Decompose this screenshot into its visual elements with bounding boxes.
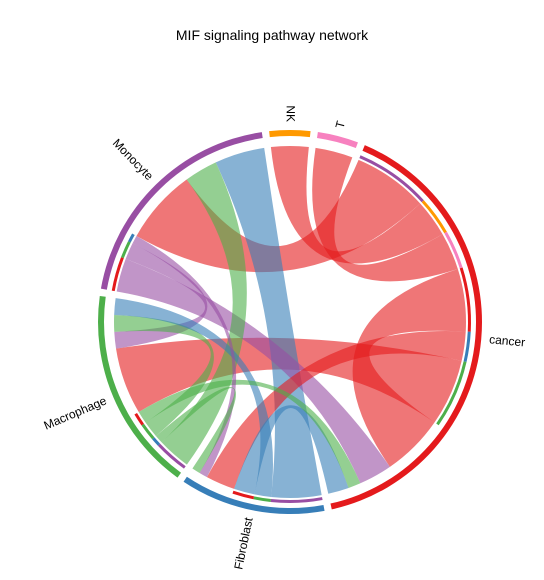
group-arc-nk <box>269 130 311 138</box>
chord-link-cancer-to-macrophage <box>116 337 462 423</box>
chord-link-monocyte-to-cancer <box>116 258 390 484</box>
inner-bar-cancer-to-nk <box>421 200 447 234</box>
inner-bar-macrophage-to-monocyte <box>157 443 186 469</box>
inner-bar-macrophage-to-macrophage <box>141 423 155 440</box>
group-label-monocyte: Monocyte <box>110 136 157 183</box>
inner-bar-cancer-to-fibroblast <box>463 331 471 362</box>
chart-title: MIF signaling pathway network <box>175 27 369 43</box>
chord-link-macrophage-to-cancer <box>138 379 361 488</box>
group-arcs <box>97 130 483 514</box>
group-arc-fibroblast <box>183 476 325 514</box>
inner-bar-macrophage-to-fibroblast <box>152 437 161 446</box>
inner-bar-monocyte-to-fibroblast <box>128 233 135 243</box>
chord-link-macrophage-to-macrophage <box>114 314 214 436</box>
chord-link-cancer-to-t <box>312 147 458 282</box>
inner-bar-monocyte-to-cancer <box>111 257 124 292</box>
inner-bar-monocyte-to-macrophage <box>121 241 131 259</box>
chord-link-cancer-to-cancer <box>352 269 466 467</box>
group-arc-t <box>317 132 358 149</box>
group-label-nk: NK <box>284 105 298 122</box>
inner-bar-fibroblast-to-monocyte <box>270 497 323 503</box>
chord-link-macrophage-to-fibroblast <box>155 386 236 473</box>
inner-bar-cancer-to-t <box>444 231 463 269</box>
inner-bar-cancer-to-macrophage <box>436 361 467 426</box>
inner-bar-macrophage-to-cancer <box>134 412 144 426</box>
group-label-macrophage: Macrophage <box>42 393 109 432</box>
chord-link-fibroblast-to-monocyte <box>215 147 322 498</box>
inner-bar-cancer-to-cancer <box>459 267 471 332</box>
group-label-cancer: cancer <box>489 332 526 349</box>
chord-link-cancer-to-nk <box>270 146 443 264</box>
inner-bar-fibroblast-to-cancer <box>232 490 255 500</box>
inner-target-ring <box>111 155 471 503</box>
group-label-t: T <box>333 119 349 130</box>
group-arc-macrophage <box>97 295 182 478</box>
chord-link-cancer-to-monocyte <box>136 159 421 273</box>
inner-bar-fibroblast-to-macrophage <box>253 496 271 502</box>
chord-links <box>114 146 466 498</box>
group-arc-monocyte <box>100 132 263 290</box>
inner-bar-cancer-to-monocyte <box>359 155 424 203</box>
group-label-fibroblast: Fibroblast <box>231 516 255 571</box>
